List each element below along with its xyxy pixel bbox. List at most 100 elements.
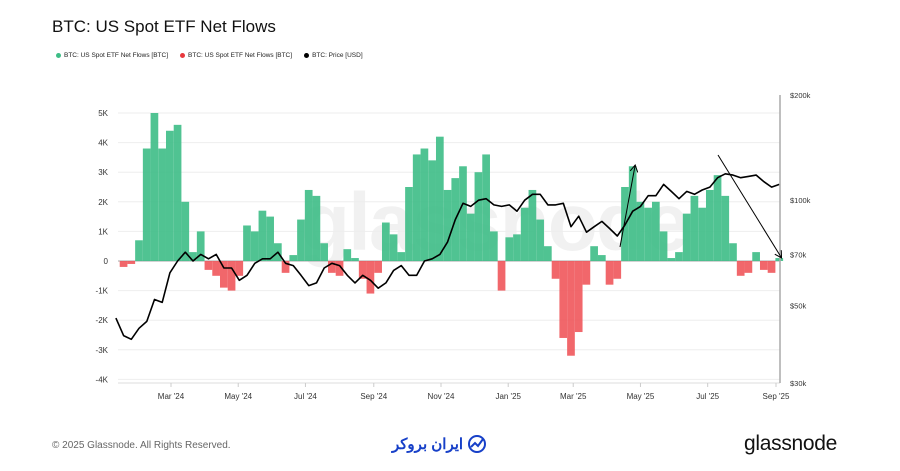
outflow-bar: [551, 261, 560, 279]
outflow-bar: [335, 261, 344, 276]
copyright: © 2025 Glassnode. All Rights Reserved.: [52, 440, 231, 451]
outflow-bar: [235, 261, 244, 276]
inflow-bar: [528, 189, 537, 261]
x-axis-tick-label: Mar '24: [158, 392, 185, 401]
inflow-bar: [173, 124, 182, 261]
left-axis-tick-label: -2K: [96, 316, 109, 325]
x-axis-tick-label: Sep '25: [763, 392, 790, 401]
inflow-bar: [181, 201, 190, 261]
inflow-bar: [644, 207, 652, 261]
outflow-bar: [744, 261, 753, 273]
inflow-bar: [482, 154, 490, 261]
up-trend-arrow: [619, 166, 635, 248]
glassnode-logo: glassnode: [744, 432, 838, 455]
outflow-bar: [227, 261, 236, 291]
inflow-bar: [520, 207, 529, 261]
inflow-bar: [142, 148, 151, 261]
inflow-bar: [513, 234, 521, 261]
inflow-bar: [135, 240, 143, 261]
inflow-bar: [428, 160, 436, 261]
inflow-bar: [651, 201, 660, 261]
inflow-bar: [158, 148, 166, 261]
legend-item-outflows[interactable]: BTC: US Spot ETF Net Flows [BTC]: [180, 52, 292, 59]
legend-label: BTC: US Spot ETF Net Flows [BTC]: [64, 52, 169, 59]
legend-item-inflows[interactable]: BTC: US Spot ETF Net Flows [BTC]: [56, 52, 168, 59]
inflow-bar: [505, 237, 514, 261]
left-axis-tick-label: 2K: [98, 198, 108, 207]
left-axis-tick-label: 5K: [98, 109, 108, 118]
left-axis-tick-label: 1K: [98, 227, 108, 236]
inflow-bar: [590, 246, 598, 261]
outflow-bar: [567, 261, 575, 356]
inflow-bar: [189, 252, 197, 261]
outflow-bar: [281, 261, 290, 273]
left-axis-tick-label: -4K: [96, 375, 109, 384]
inflow-bar: [713, 175, 722, 261]
inflow-bar: [443, 189, 452, 261]
inflow-bar: [389, 234, 398, 261]
x-axis-tick-label: Nov '24: [428, 392, 455, 401]
x-axis-tick-label: Sep '24: [360, 392, 387, 401]
inflow-bar: [258, 210, 267, 261]
inflow-bar: [250, 231, 259, 261]
inflow-bar: [597, 255, 606, 261]
x-axis-tick-label: Jul '25: [696, 392, 719, 401]
outflow-bar: [736, 261, 745, 276]
inflow-bar: [289, 255, 298, 261]
legend-item-price[interactable]: BTC: Price [USD]: [304, 52, 363, 59]
left-axis-tick-label: 3K: [98, 168, 108, 177]
right-axis-tick-label: $100k: [790, 196, 811, 205]
left-axis-tick-label: -3K: [96, 346, 109, 355]
inflow-bar: [312, 195, 321, 261]
legend-dot-black-icon: [304, 53, 310, 58]
inflow-bar: [489, 231, 498, 261]
inflow-bar: [150, 113, 159, 261]
legend-dot-green-icon: [56, 53, 61, 58]
inflow-bar: [659, 231, 668, 261]
x-axis-tick-label: Mar '25: [560, 392, 587, 401]
outflow-bar: [204, 261, 213, 270]
outflow-bar: [759, 261, 768, 270]
inflow-bar: [729, 243, 737, 261]
outflow-bar: [219, 261, 228, 288]
inflow-bar: [165, 130, 174, 261]
outflow-bar: [127, 261, 136, 264]
inflow-bar: [351, 258, 359, 261]
outflow-bar: [366, 261, 375, 294]
outflow-bar: [212, 261, 220, 276]
chart-trend-icon: [468, 435, 487, 453]
inflow-bar: [636, 201, 645, 261]
inflow-bar: [690, 195, 699, 261]
inflow-bar: [466, 213, 475, 261]
left-axis-tick-label: 0: [104, 257, 109, 266]
legend-label: BTC: Price [USD]: [312, 52, 363, 59]
price-line: [115, 173, 780, 341]
right-axis-tick-label: $50k: [790, 301, 807, 310]
legend-dot-red-icon: [180, 53, 186, 58]
outflow-bar: [574, 261, 583, 333]
outflow-bar: [119, 261, 128, 267]
inflow-bar: [628, 166, 637, 261]
inflow-bar: [304, 189, 313, 261]
inflow-bar: [682, 213, 691, 261]
broker-logo-text: ایران بروکر: [392, 436, 464, 453]
outflow-bar: [767, 261, 776, 273]
inflow-bar: [667, 258, 676, 261]
right-axis-tick-label: $200k: [790, 91, 811, 100]
legend-label: BTC: US Spot ETF Net Flows [BTC]: [188, 52, 293, 59]
legend: BTC: US Spot ETF Net Flows [BTC] BTC: US…: [56, 52, 363, 59]
inflow-bar: [752, 252, 760, 261]
right-axis-tick-label: $30k: [790, 379, 807, 388]
inflow-bar: [675, 252, 683, 261]
down-trend-arrow: [717, 154, 781, 257]
outflow-bar: [582, 261, 591, 285]
outflow-bar: [327, 261, 336, 273]
inflow-bar: [196, 231, 205, 261]
left-axis-tick-label: 4K: [98, 139, 108, 148]
inflow-bar: [543, 246, 552, 261]
inflow-bar: [343, 249, 352, 261]
inflow-bar: [698, 207, 706, 261]
left-axis-tick-label: -1K: [96, 287, 109, 296]
outflow-bar: [497, 261, 506, 291]
